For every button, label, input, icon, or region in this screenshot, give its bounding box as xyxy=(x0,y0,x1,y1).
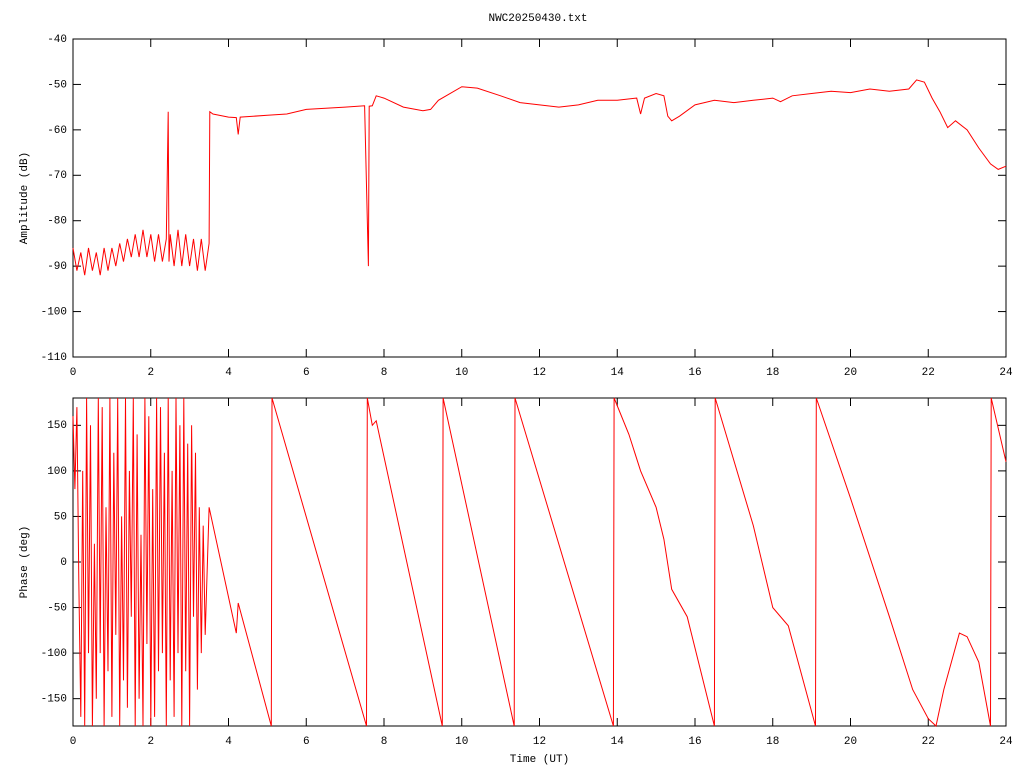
x-tick-label: 20 xyxy=(844,367,857,379)
y-tick-label: 0 xyxy=(60,557,67,569)
x-tick-label: 16 xyxy=(688,367,701,379)
y-tick-label: 150 xyxy=(47,420,67,432)
x-tick-label: 18 xyxy=(766,367,779,379)
y-axis-label: Phase (deg) xyxy=(19,526,31,599)
y-tick-label: -60 xyxy=(47,125,67,137)
y-tick-label: -100 xyxy=(41,306,67,318)
x-tick-label: 2 xyxy=(147,367,154,379)
x-tick-label: 8 xyxy=(381,736,388,748)
chart-title: NWC20250430.txt xyxy=(488,13,587,25)
y-tick-label: -110 xyxy=(41,352,67,364)
y-tick-label: -100 xyxy=(41,648,67,660)
y-tick-label: -90 xyxy=(47,261,67,273)
x-tick-label: 0 xyxy=(70,367,77,379)
y-tick-label: -80 xyxy=(47,216,67,228)
x-tick-label: 24 xyxy=(999,367,1013,379)
plot-frame xyxy=(72,397,1007,727)
data-line xyxy=(72,79,1007,276)
x-tick-label: 14 xyxy=(611,736,625,748)
x-tick-label: 22 xyxy=(922,367,935,379)
y-tick-label: -50 xyxy=(47,79,67,91)
y-tick-label: 50 xyxy=(54,511,67,523)
x-tick-label: 12 xyxy=(533,367,546,379)
x-tick-label: 12 xyxy=(533,736,546,748)
y-tick-label: -70 xyxy=(47,170,67,182)
y-tick-label: -50 xyxy=(47,602,67,614)
x-tick-label: 20 xyxy=(844,736,857,748)
x-tick-label: 6 xyxy=(303,736,310,748)
x-tick-label: 18 xyxy=(766,736,779,748)
data-line xyxy=(72,397,1007,727)
plot-frame xyxy=(72,38,1007,358)
y-tick-label: 100 xyxy=(47,466,67,478)
x-tick-label: 2 xyxy=(147,736,154,748)
x-tick-label: 14 xyxy=(611,367,625,379)
y-tick-label: -40 xyxy=(47,34,67,46)
x-tick-label: 0 xyxy=(70,736,77,748)
x-tick-label: 10 xyxy=(455,736,468,748)
x-tick-label: 16 xyxy=(688,736,701,748)
x-axis-label: Time (UT) xyxy=(510,754,569,766)
y-tick-label: -150 xyxy=(41,694,67,706)
y-axis-label: Amplitude (dB) xyxy=(19,152,31,244)
x-tick-label: 24 xyxy=(999,736,1013,748)
x-tick-label: 6 xyxy=(303,367,310,379)
x-tick-label: 4 xyxy=(225,736,232,748)
x-tick-label: 4 xyxy=(225,367,232,379)
x-tick-label: 8 xyxy=(381,367,388,379)
x-tick-label: 10 xyxy=(455,367,468,379)
x-tick-label: 22 xyxy=(922,736,935,748)
